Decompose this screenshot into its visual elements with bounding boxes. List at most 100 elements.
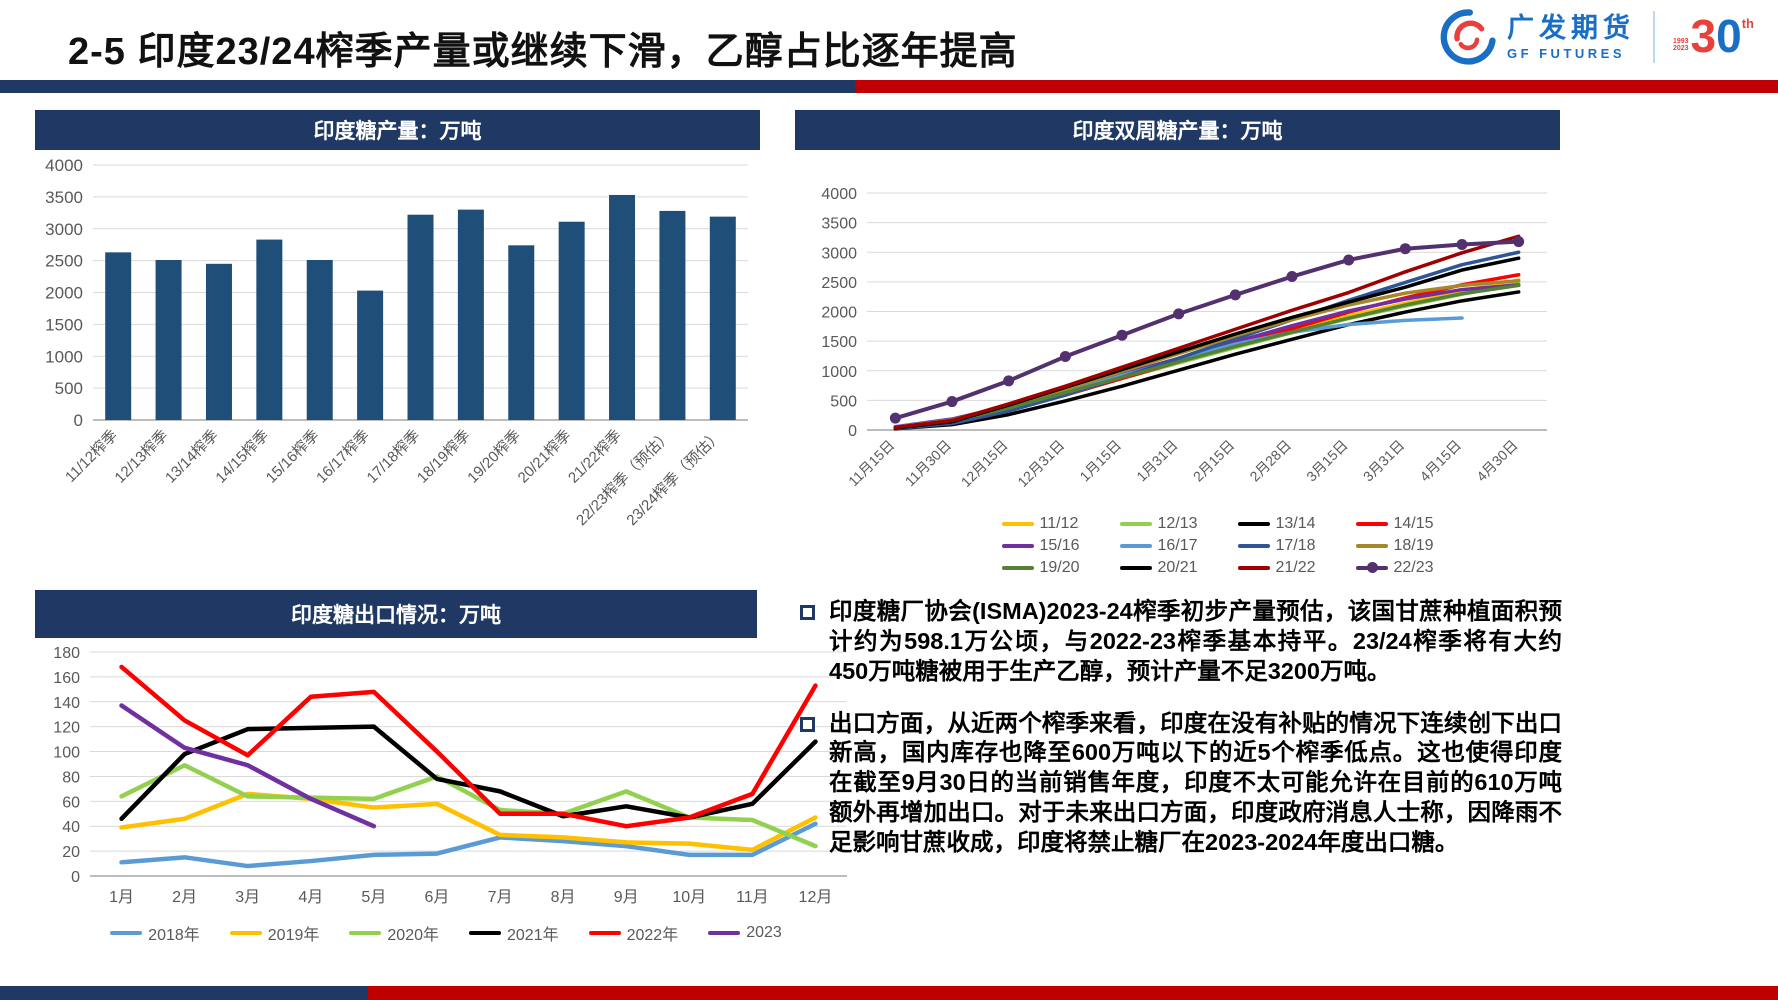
legend-label: 2021年 (507, 927, 559, 944)
legend-label: 12/13 (1157, 515, 1198, 532)
x-tick-label: 12月31日 (1014, 437, 1067, 490)
y-tick-label: 80 (62, 769, 80, 786)
series-line-19/20 (893, 283, 1521, 430)
series-line-2018年 (119, 821, 818, 869)
legend-label: 13/14 (1275, 515, 1316, 532)
x-tick-label: 3月31日 (1360, 437, 1408, 485)
production-bar-chart: 0500100015002000250030003500400011/12榨季1… (45, 156, 748, 529)
gf-logo-mark-icon (1440, 9, 1496, 65)
series-marker-22/23 (1003, 375, 1015, 387)
series-marker-22/23 (1173, 308, 1185, 320)
legend-item-2020年: 2020年 (349, 921, 439, 945)
legend-swatch-icon (1355, 562, 1388, 573)
series-marker-22/23 (889, 412, 901, 424)
anniversary-th: th (1741, 16, 1754, 32)
x-tick-label: 11/12榨季 (61, 426, 121, 486)
y-tick-label: 4000 (821, 186, 857, 203)
exports-chart-title: 印度糖出口情况：万吨 (35, 590, 757, 638)
exports-chart-panel: 印度糖出口情况：万吨 0 20 40 60 80 100 120 140 160 180 1月 2月 3… (35, 590, 857, 945)
legend-label: 2018年 (148, 927, 200, 944)
x-tick-label: 11月 (736, 889, 769, 906)
exports-legend: 2018年 2019年 2020年 2021年 2022年 2023 (35, 921, 857, 945)
x-tick-label: 16/17榨季 (312, 426, 372, 486)
series-marker-22/23 (1343, 254, 1355, 266)
legend-item-12/13: 12/13 (1119, 515, 1238, 533)
legend-swatch-icon (349, 931, 382, 935)
y-tick-label: 3500 (821, 216, 857, 233)
series-line-2020年 (119, 762, 818, 849)
y-tick-label: 160 (53, 670, 80, 687)
x-tick-label: 22/23榨季（预估） (572, 426, 675, 529)
x-tick-label: 13/14榨季 (161, 426, 221, 486)
legend-item-16/17: 16/17 (1119, 537, 1238, 555)
bullet-item: 印度糖厂协会(ISMA)2023-24榨季初步产量预估，该国甘蔗种植面积预计约为… (800, 597, 1562, 687)
biweekly-legend: 11/12 12/13 13/14 14/15 15/16 16/17 17/18 18/19… (915, 515, 1560, 577)
x-tick-label: 18/19榨季 (413, 426, 473, 486)
y-tick-label: 2500 (45, 252, 83, 271)
x-tick-label: 12/13榨季 (111, 426, 171, 486)
header-rule-blue (0, 80, 855, 93)
series-marker-22/23 (1513, 236, 1525, 248)
x-tick-label: 4月15日 (1416, 437, 1464, 485)
legend-item-15/16: 15/16 (1001, 537, 1120, 555)
bullet-text: 印度糖厂协会(ISMA)2023-24榨季初步产量预估，该国甘蔗种植面积预计约为… (829, 598, 1562, 684)
x-tick-label: 10月 (672, 889, 706, 906)
gf-logo-en: GF FUTURES (1506, 45, 1626, 61)
legend-label: 11/12 (1039, 515, 1079, 532)
x-tick-label: 9月 (614, 889, 639, 906)
legend-item-17/18: 17/18 (1237, 537, 1356, 555)
legend-label: 2019年 (267, 927, 320, 944)
bar-19/20榨季 (508, 245, 535, 420)
y-tick-label: 1500 (821, 334, 857, 351)
series-marker-22/23 (1456, 239, 1468, 251)
y-tick-label: 1500 (45, 315, 83, 334)
bar-12/13榨季 (155, 259, 182, 420)
production-chart-title: 印度糖产量：万吨 (35, 110, 760, 150)
legend-label: 16/17 (1157, 537, 1198, 554)
x-tick-label: 11月30日 (902, 437, 954, 489)
x-tick-label: 1月31日 (1133, 437, 1181, 485)
bar-15/16榨季 (306, 259, 333, 420)
y-tick-label: 500 (55, 379, 83, 398)
x-tick-label: 8月 (551, 889, 576, 906)
x-tick-label: 15/16榨季 (262, 426, 322, 486)
legend-swatch-icon (1237, 566, 1270, 570)
legend-swatch-icon (1119, 566, 1152, 570)
legend-swatch-icon (1355, 544, 1388, 548)
series-line-20/21 (893, 256, 1521, 430)
legend-item-21/22: 21/22 (1237, 559, 1356, 577)
logo-divider (1652, 11, 1655, 63)
page-title: 2-5 印度23/24榨季产量或继续下滑，乙醇占比逐年提高 (68, 31, 1018, 73)
bullet-item: 出口方面，从近两个榨季来看，印度在没有补贴的情况下连续创下出口新高，国内库存也降… (800, 709, 1562, 858)
series-marker-22/23 (1286, 271, 1298, 283)
legend-swatch-icon (1119, 522, 1152, 526)
x-tick-label: 7月 (488, 889, 513, 906)
y-tick-label: 500 (830, 393, 857, 410)
legend-label: 22/23 (1393, 559, 1434, 576)
exports-line-chart: 0 20 40 60 80 100 120 140 160 180 1月 2月 3月 4月 5月 6月 7月 8月… (53, 645, 847, 906)
legend-item-2018年: 2018年 (110, 921, 200, 945)
legend-swatch-icon (708, 931, 741, 935)
legend-swatch-icon (1237, 544, 1270, 548)
bar-16/17榨季 (357, 290, 384, 420)
analysis-bullets: 印度糖厂协会(ISMA)2023-24榨季初步产量预估，该国甘蔗种植面积预计约为… (800, 597, 1562, 880)
series-marker-22/23 (1116, 329, 1128, 341)
bar-18/19榨季 (457, 209, 484, 420)
bar-17/18榨季 (407, 214, 434, 420)
legend-label: 20/21 (1157, 559, 1198, 576)
y-tick-label: 0 (71, 869, 80, 886)
y-tick-label: 2000 (821, 305, 857, 322)
bullet-square-icon (800, 605, 815, 620)
legend-swatch-icon (1119, 544, 1152, 548)
series-marker-22/23 (946, 396, 958, 408)
y-tick-label: 3500 (45, 188, 83, 207)
legend-label: 15/16 (1039, 537, 1080, 554)
series-line-2023 (119, 703, 377, 829)
bar-13/14榨季 (205, 263, 232, 420)
y-tick-label: 140 (53, 695, 80, 712)
legend-label: 19/20 (1039, 559, 1080, 576)
y-tick-label: 180 (53, 645, 80, 662)
bar-21/22榨季 (609, 194, 636, 420)
bar-20/21榨季 (558, 221, 585, 420)
